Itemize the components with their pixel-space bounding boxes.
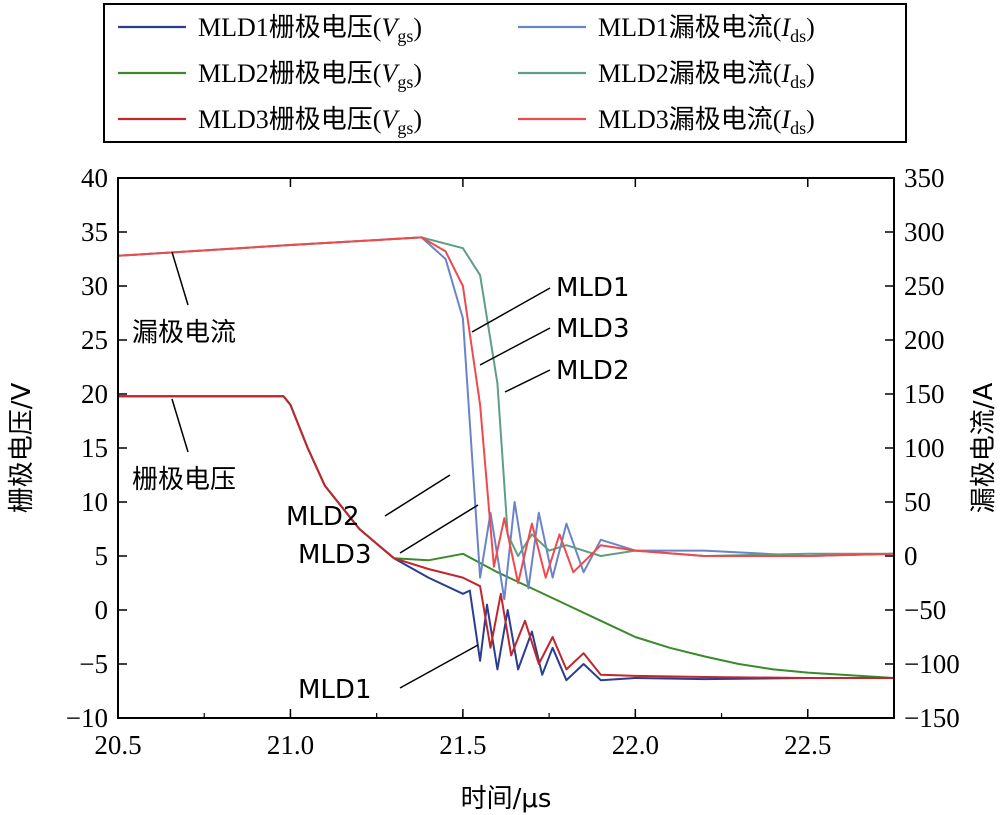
y-left-tick-label: 30 — [81, 271, 108, 301]
series-line-4 — [118, 236, 894, 601]
legend-border — [103, 3, 907, 143]
y-right-axis-label: 漏极电流/A — [969, 383, 999, 514]
y-left-tick-label: 35 — [81, 217, 108, 247]
series-line-6 — [118, 236, 894, 584]
y-left-tick-label: 0 — [95, 595, 109, 625]
plot-area: 20.5 21.0 21.5 22.0 22.54035302520151050−5−1… — [66, 163, 960, 760]
y-left-tick-label: 40 — [81, 163, 108, 193]
x-tick-label: 22.0 — [612, 730, 659, 760]
y-right-tick-label: 0 — [904, 541, 918, 571]
series-line-1 — [118, 395, 894, 682]
legend-label: MLD3栅极电压(Vgs) — [198, 105, 422, 138]
annotations: 漏极电流 栅极电压 MLD1 MLD3 MLD2 MLD2 MLD3 MLD1 — [132, 251, 629, 705]
y-right-tick-label: 150 — [904, 379, 945, 409]
anno-leader-mld1-bottom — [399, 644, 479, 689]
y-right-tick-label: 100 — [904, 433, 945, 463]
y-left-tick-label: 20 — [81, 379, 108, 409]
x-tick-label: 20.5 — [94, 730, 141, 760]
y-right-tick-label: 200 — [904, 325, 945, 355]
anno-mld2-top: MLD2 — [556, 356, 629, 386]
anno-leader-mld3-top — [479, 327, 551, 366]
anno-mld3-top: MLD3 — [556, 314, 629, 344]
anno-drain-current: 漏极电流 — [132, 318, 236, 348]
anno-mld1-top: MLD1 — [556, 273, 629, 303]
legend-label: MLD1漏极电流(Ids) — [598, 13, 815, 46]
legend-label: MLD2栅极电压(Vgs) — [198, 59, 422, 92]
x-tick-label: 21.5 — [439, 730, 486, 760]
x-tick-label: 21.0 — [267, 730, 314, 760]
y-right-tick-label: −50 — [904, 595, 946, 625]
y-right-tick-label: 50 — [904, 487, 931, 517]
anno-mld1-bottom: MLD1 — [298, 675, 371, 705]
anno-leader-mld1-top — [471, 287, 551, 333]
anno-gate-voltage: 栅极电压 — [132, 465, 236, 495]
ticks-layer: 20.5 21.0 21.5 22.0 22.54035302520151050−5−1… — [66, 163, 960, 760]
series-line-3 — [118, 395, 894, 679]
legend-items: MLD1栅极电压(Vgs) MLD2栅极电压(Vgs) MLD3栅极电压(Vgs) M… — [118, 13, 815, 138]
x-axis-label: 时间/μs — [461, 784, 552, 814]
series-layer — [118, 236, 894, 682]
y-left-axis-label: 栅极电压/V — [7, 383, 37, 514]
y-right-tick-label: 350 — [904, 163, 945, 193]
anno-leader-mld2-top — [504, 369, 551, 393]
plot-frame — [117, 177, 895, 719]
anno-leader-mld3-bottom — [399, 504, 479, 554]
y-left-tick-label: 25 — [81, 325, 108, 355]
series-line-2 — [118, 395, 894, 679]
y-left-tick-label: −5 — [79, 649, 108, 679]
y-right-tick-label: 250 — [904, 271, 945, 301]
y-left-tick-label: 5 — [95, 541, 109, 571]
y-left-tick-label: 10 — [81, 487, 108, 517]
anno-leader-mld2-bottom — [384, 474, 451, 517]
legend-label: MLD1栅极电压(Vgs) — [198, 13, 422, 46]
legend-label: MLD3漏极电流(Ids) — [598, 105, 815, 138]
x-tick-label: 22.5 — [784, 730, 831, 760]
anno-mld3-bottom: MLD3 — [298, 540, 371, 570]
y-right-tick-label: −150 — [904, 703, 960, 733]
y-left-tick-label: 15 — [81, 433, 108, 463]
y-right-tick-label: 300 — [904, 217, 945, 247]
anno-leader-drain-current — [171, 251, 189, 306]
y-left-tick-label: −10 — [66, 703, 108, 733]
anno-mld2-bottom: MLD2 — [286, 502, 359, 532]
anno-leader-gate-voltage — [171, 398, 189, 453]
legend: MLD1栅极电压(Vgs) MLD2栅极电压(Vgs) MLD3栅极电压(Vgs) M… — [103, 3, 907, 143]
y-right-tick-label: −100 — [904, 649, 960, 679]
legend-label: MLD2漏极电流(Ids) — [598, 59, 815, 92]
